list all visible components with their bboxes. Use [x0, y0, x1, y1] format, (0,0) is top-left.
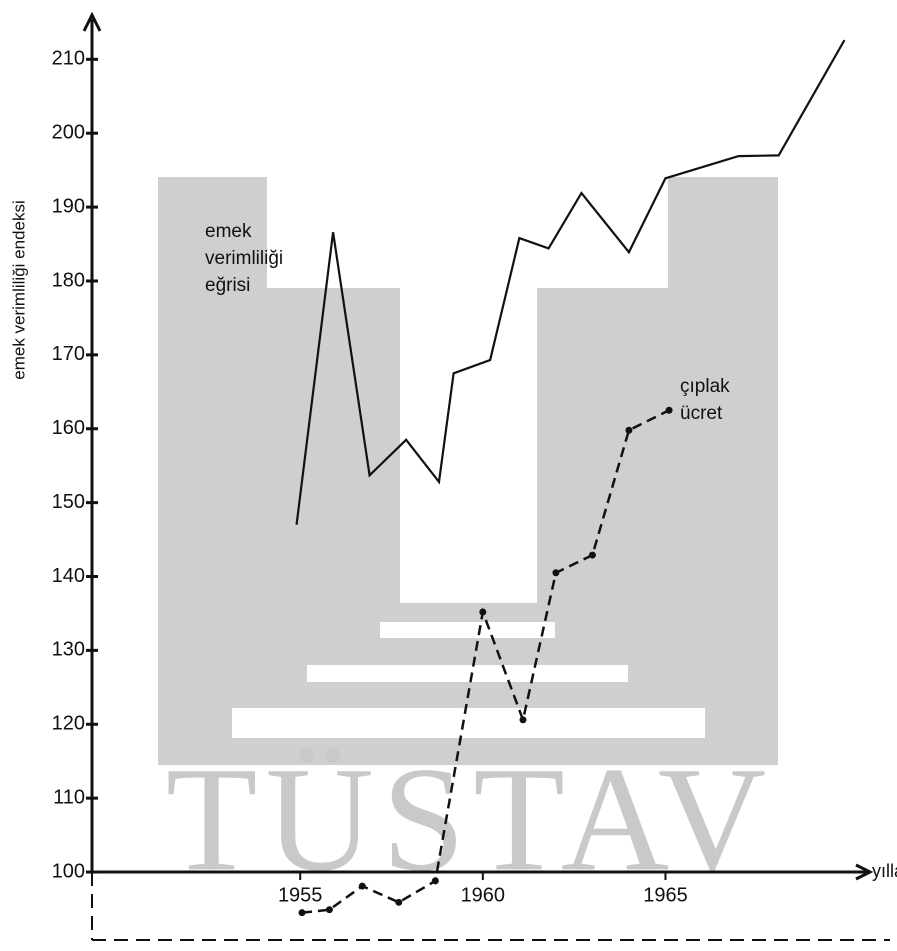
annotation: çıplak: [680, 376, 730, 397]
annotation: eğrisi: [205, 275, 250, 296]
point: [479, 608, 487, 616]
point: [588, 551, 596, 559]
logo-bar: [307, 665, 628, 682]
x-axis-arrow: [855, 863, 874, 881]
logo-bar: [380, 622, 555, 638]
y-axis-arrow: [82, 11, 102, 32]
point: [431, 877, 439, 885]
y-tick-label: 180: [52, 269, 85, 291]
y-tick-label: 200: [52, 121, 85, 143]
y-tick-label: 170: [52, 343, 85, 365]
y-tick-label: 210: [52, 48, 85, 70]
x-tick-label: 1955: [278, 884, 323, 906]
point: [298, 909, 306, 917]
y-tick-label: 120: [52, 713, 85, 735]
x-tick-label: 1965: [643, 884, 688, 906]
y-tick-label: 110: [53, 786, 85, 808]
y-axis-label: emek verimliliği endeksi: [9, 200, 28, 380]
point: [625, 426, 633, 434]
point: [519, 716, 527, 724]
watermark: TÜSTAV: [166, 736, 774, 902]
y-tick-label: 160: [52, 417, 85, 439]
series-line: [295, 39, 846, 525]
y-tick-label: 140: [52, 565, 85, 587]
y-tick-label: 190: [52, 195, 85, 217]
logo-bar: [232, 708, 705, 738]
x-tick-label: 1960: [461, 884, 506, 906]
x-axis-label: yıllar: [872, 861, 897, 881]
annotation: ücret: [680, 403, 723, 424]
point: [325, 906, 333, 914]
background-logo: [158, 177, 778, 765]
point: [395, 898, 403, 906]
y-tick-label: 100: [52, 860, 85, 882]
annotation: verimliliği: [205, 248, 283, 269]
y-tick-label: 150: [52, 491, 85, 513]
y-tick-label: 130: [52, 639, 85, 661]
logo-shape: [158, 177, 778, 765]
point: [665, 406, 673, 414]
annotation: emek: [205, 221, 252, 242]
point: [358, 882, 366, 890]
point: [552, 569, 560, 577]
